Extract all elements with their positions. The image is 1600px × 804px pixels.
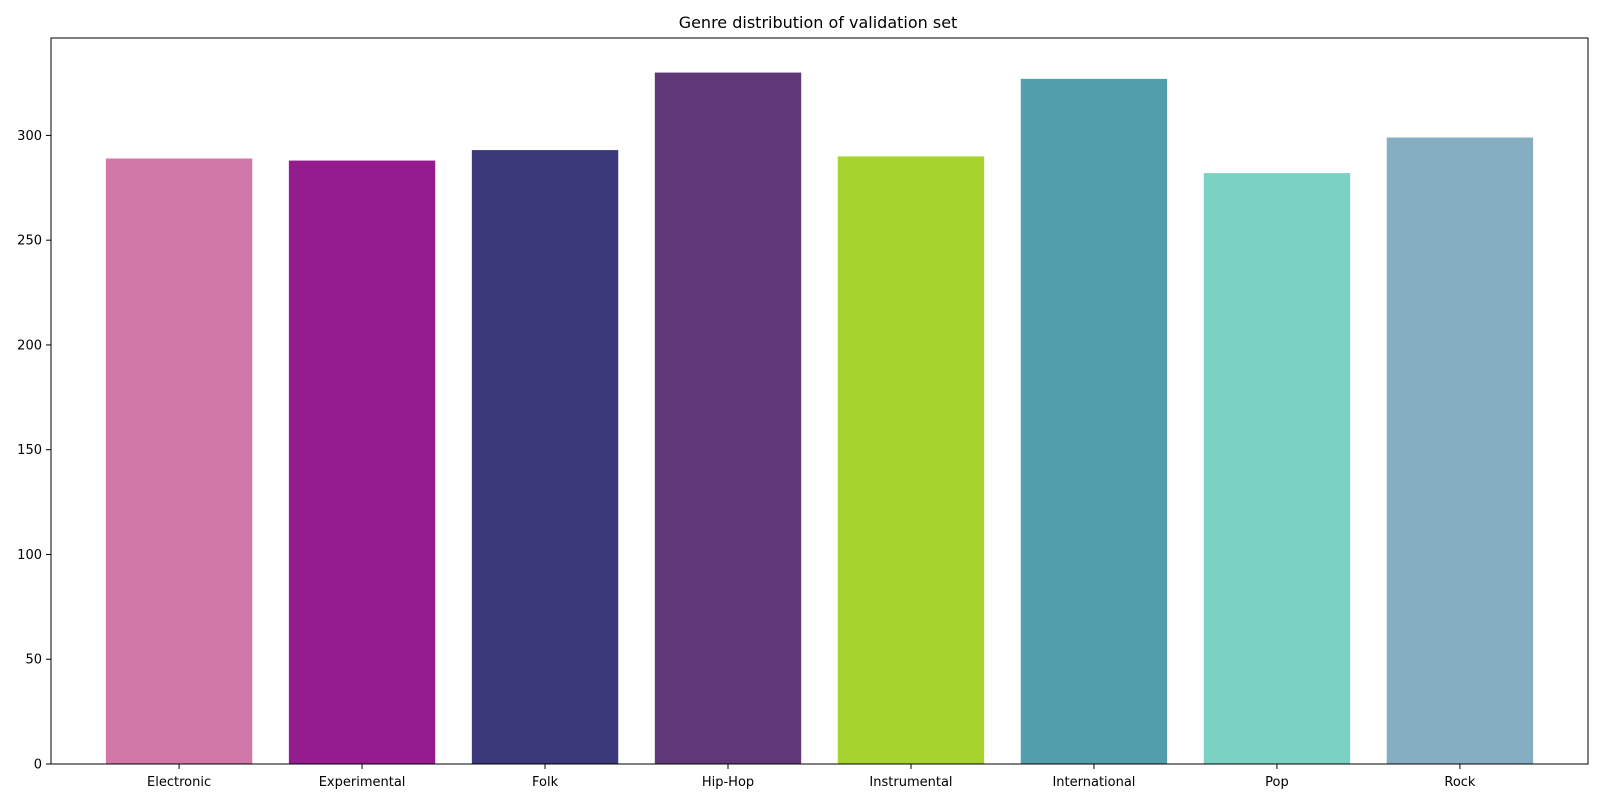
bar-experimental (288, 160, 436, 764)
bar-electronic (105, 158, 253, 765)
x-tick-label: Rock (1444, 775, 1476, 790)
y-tick-label: 0 (34, 758, 42, 773)
x-tick-label: Hip-Hop (702, 775, 754, 790)
y-tick-label: 200 (17, 338, 42, 353)
x-tick-label: Experimental (319, 775, 406, 790)
x-tick-label: International (1052, 775, 1135, 790)
y-tick-label: 50 (25, 653, 42, 668)
bar-pop (1203, 173, 1351, 764)
bar-folk (471, 150, 619, 765)
bar-instrumental (837, 156, 985, 764)
x-tick-label: Electronic (147, 775, 211, 790)
x-axis: Electronic Experimental Folk Hip-Hop Instrum… (147, 764, 1476, 790)
chart-title: Genre distribution of validation set (679, 13, 958, 32)
y-tick-label: 150 (17, 443, 42, 458)
bars-layer (105, 72, 1534, 765)
x-tick-label: Instrumental (869, 775, 952, 790)
y-tick-label: 250 (17, 234, 42, 249)
x-tick-label: Pop (1265, 775, 1289, 790)
bar-hip-hop (654, 72, 802, 764)
y-tick-label: 100 (17, 548, 42, 563)
plot-frame (50, 37, 1589, 765)
y-axis: 0 50 100 150 200 250 300 (17, 129, 51, 773)
bar-international (1020, 78, 1168, 765)
y-tick-label: 300 (17, 129, 42, 144)
bar-rock (1386, 137, 1534, 764)
x-tick-label: Folk (532, 775, 559, 790)
